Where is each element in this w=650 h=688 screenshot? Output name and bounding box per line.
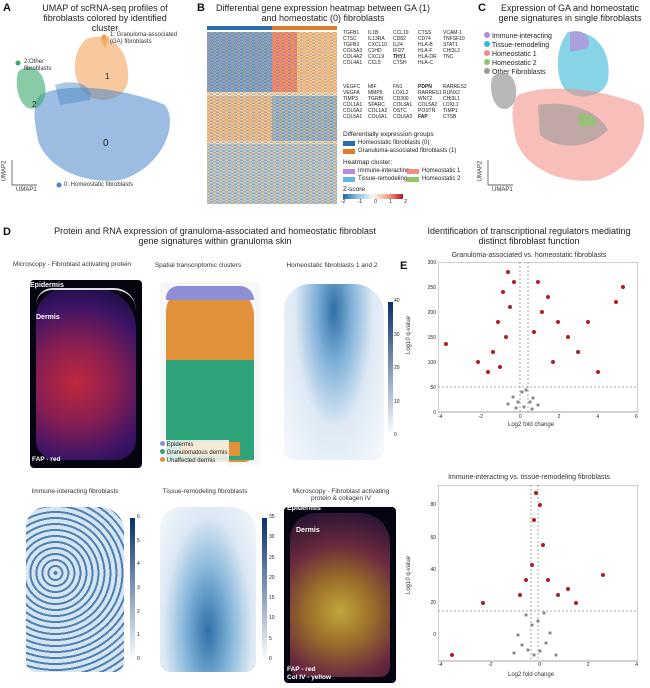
panel-b-title: Differential gene expression heatmap bet… [216, 3, 430, 23]
heatmap [207, 26, 337, 204]
cluster2-number: 2 [32, 100, 37, 109]
volcano2-nonsig [512, 611, 558, 657]
heatmap-cluster-title: Heatmap cluster: [343, 159, 393, 166]
panel-e-label: E [400, 260, 408, 272]
c-legend-immune: Immune-interacting [484, 32, 552, 41]
hm-cluster-immune: Immune-interacting [343, 168, 409, 174]
volcano2-xticks: -4 -2 0 2 4 [438, 662, 638, 668]
homeo-title: Homeostatic fibroblasts 1 and 2 [286, 262, 378, 269]
panel-c-title: Expression of GA and homeostatic gene si… [498, 3, 642, 23]
volcano2-xlabel: Log2 fold change [508, 672, 555, 678]
umap-scatter-c [487, 30, 645, 186]
cluster0-number: 0 [103, 138, 109, 149]
gene-list-bottom: VEGFC MIF FN1 PDPN RARRES2 VEGFA MMP9 LOXL2 RAR… [343, 84, 467, 120]
volcano2-title: Immune-interacting vs. tissue-remodeling… [448, 474, 610, 481]
tissue-map [160, 507, 256, 672]
volcano1-ylabel: Log10 q-value [406, 315, 413, 355]
panel-a-label: A [3, 2, 11, 14]
tissue-title: Tissue-remodeling fibroblasts [162, 488, 248, 495]
de-group-ga: Granuloma-associated fibroblasts (1) [343, 148, 456, 154]
umap-scatter-a [11, 28, 170, 188]
cluster1-label: 1: Granuloma-associated (GA) fibroblasts [110, 32, 178, 45]
spatial-legend-unaff: Unaffected dermis [160, 457, 227, 465]
micro2-image [284, 507, 396, 683]
volcano2-yticks: 80 60 40 20 0 [430, 502, 436, 638]
volcano1-yticks: 300 250 200 150 100 50 0 [427, 260, 436, 416]
panel-b-label: B [197, 2, 205, 14]
spatial-title: Spatial transcriptomic clusters [154, 262, 242, 269]
cluster1-number: 1 [105, 72, 110, 81]
c-legend-homeo1: Homeostatic 1 [484, 50, 552, 59]
micro1-title: Microscopy - Fibroblast activating prote… [12, 261, 132, 268]
panel-c: C Expression of GA and homeostatic gene … [477, 0, 650, 195]
de-groups-title: Differentially expression groups [343, 131, 434, 138]
tissue-colorbar [262, 518, 267, 658]
cluster2-label: 2:Other fibroblasts [24, 59, 52, 72]
heatmap-group-ga [272, 26, 337, 30]
de-group-homeo: Homeostatic fibroblasts (0) [343, 140, 429, 146]
panel-e-title: Identification of transcriptional regula… [427, 226, 631, 246]
micro1-fap-red: FAP - red [32, 456, 61, 463]
immune-colorbar [130, 518, 135, 658]
panel-a: A UMAP of scRNA-seq profiles of fibrobla… [0, 0, 190, 195]
panel-b: B Differential gene expression heatmap b… [195, 0, 475, 210]
micro1-epidermis: Epidermis [30, 282, 64, 289]
panel-a-title: UMAP of scRNA-seq profiles of fibroblast… [42, 3, 168, 33]
volcano2 [438, 485, 638, 662]
micro2-fap-red: FAP - red [287, 666, 316, 673]
c-legend: Immune-interacting Tissue-remodeling Hom… [484, 32, 552, 77]
c-legend-other: Other Fibroblasts [484, 68, 552, 77]
volcano1-sig [444, 270, 625, 374]
volcano1-title: Granuloma-associated vs. homeostatic fib… [451, 252, 607, 259]
panel-d-label: D [3, 226, 11, 238]
spatial-image [160, 282, 260, 466]
panel-c-label: C [478, 2, 486, 14]
panel-e: E Identification of transcriptional regu… [400, 222, 650, 688]
panel-d-title: Protein and RNA expression of granuloma-… [54, 226, 376, 246]
volcano1 [438, 262, 638, 413]
gene-list-top: TGFB1 IL1B CCL19 CTSS VCAM-1 CTSC IL13RA CD82 C… [343, 30, 465, 66]
volcano1-xlabel: Log2 fold change [508, 422, 555, 428]
volcano2-ylabel: Log10 q-value [406, 555, 413, 595]
spatial-legend-epidermis: Epidermis [160, 441, 227, 449]
micro2-col-yellow: Col IV - yellow [287, 674, 332, 681]
umap-c-ylabel: UMAP2 [477, 160, 484, 182]
c-legend-homeo2: Homeostatic 2 [484, 59, 552, 68]
cluster0-label: 0: Homeostatic fibroblasts [64, 182, 134, 188]
micro2-epidermis: Epidermis [287, 505, 321, 512]
c-legend-remodel: Tissue-remodeling [484, 41, 552, 50]
micro1-dermis: Dermis [36, 314, 60, 321]
micro2-dermis: Dermis [296, 527, 320, 534]
umap-a-ylabel: UMAP2 [1, 160, 8, 182]
spatial-legend: Epidermis Granulomatous dermis Unaffecte… [158, 440, 230, 466]
hm-cluster-homeo1: Homeostatic 1 [407, 168, 460, 174]
hm-cluster-homeo2: Homeostatic 2 [407, 176, 460, 182]
immune-title: Immune-interacting fibroblasts [31, 488, 119, 495]
panel-d: D Protein and RNA expression of granulom… [0, 222, 400, 688]
homeo-map [284, 284, 384, 460]
homeo-ticks: 40 30 20 10 0 [394, 298, 400, 438]
homeo-colorbar [388, 302, 393, 432]
umap-a-xlabel: UMAP1 [16, 187, 37, 193]
micro2-title: Microscopy - Fibroblast activating prote… [292, 488, 390, 502]
zscore-bar [343, 194, 403, 199]
umap-cluster0 [34, 82, 170, 181]
volcano1-xticks: -4 -2 0 2 4 6 [438, 414, 638, 420]
zscore-ticks: -2 -1 0 1 2 [341, 199, 407, 205]
hm-cluster-remodel: Tissue-remodeling [343, 176, 407, 182]
tissue-ticks: 35 30 25 20 15 10 5 0 [269, 514, 275, 662]
immune-map [26, 507, 124, 672]
umap-cluster2 [16, 67, 46, 109]
micro1-image [30, 280, 142, 468]
volcano2-sig [450, 491, 605, 657]
umap-c-xlabel: UMAP1 [492, 187, 513, 193]
volcano1-nonsig [506, 388, 540, 411]
zscore-title: Z-score [343, 186, 366, 193]
spatial-legend-gran: Granulomatous dermis [160, 449, 227, 457]
